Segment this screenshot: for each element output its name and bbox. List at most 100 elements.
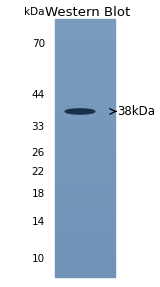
Bar [55,91,115,94]
Bar [55,81,115,83]
Bar [55,65,115,68]
Bar [55,267,115,269]
Bar [55,60,115,63]
Bar [55,150,115,153]
Bar [55,86,115,88]
Text: 22: 22 [32,167,45,177]
Bar [55,218,115,220]
Text: 70: 70 [32,39,45,49]
Bar [55,189,115,192]
Bar [55,259,115,261]
Bar [55,161,115,163]
Bar [55,104,115,106]
Bar [55,272,115,274]
Bar [55,197,115,199]
Bar [55,274,115,277]
Bar [55,246,115,249]
Bar [55,26,115,29]
Bar [55,50,115,52]
Bar [55,269,115,272]
Bar [55,168,115,171]
Bar [55,192,115,194]
Text: 44: 44 [32,90,45,100]
Bar [55,256,115,259]
Bar [55,44,115,47]
Bar [55,137,115,140]
Bar [55,187,115,189]
Bar [55,176,115,179]
Bar [55,112,115,114]
Bar [55,122,115,125]
Bar [55,210,115,212]
Bar [55,119,115,122]
Bar [55,52,115,55]
Bar [55,166,115,168]
Bar [55,83,115,86]
Bar [55,127,115,130]
Bar [55,68,115,70]
Bar [55,99,115,101]
Bar [55,106,115,109]
Text: 18: 18 [32,189,45,199]
Bar [55,19,115,21]
Text: 33: 33 [32,122,45,132]
Bar [55,125,115,127]
Bar [55,117,115,119]
Bar [55,88,115,91]
Bar [55,202,115,205]
Bar [55,171,115,174]
Bar [55,261,115,264]
Bar [55,130,115,132]
Text: 38kDa: 38kDa [118,105,156,118]
Bar [55,140,115,143]
Bar [55,75,115,78]
Bar [55,207,115,210]
Bar [55,55,115,57]
Bar [55,251,115,254]
Bar [55,236,115,238]
Bar [55,42,115,44]
Bar [55,63,115,65]
Bar [55,181,115,184]
Bar [55,184,115,187]
Bar [55,37,115,39]
Bar [55,39,115,42]
Bar [55,109,115,112]
Bar [55,249,115,251]
Bar [55,205,115,207]
Ellipse shape [65,109,95,114]
Bar [55,174,115,176]
Bar [55,223,115,225]
Bar [55,21,115,24]
Bar [55,29,115,32]
Bar [55,220,115,223]
Bar [55,70,115,73]
Bar [55,215,115,218]
Bar [55,24,115,26]
Bar [55,179,115,181]
Bar [55,233,115,236]
Bar [55,101,115,104]
Bar [55,47,115,50]
Bar [55,94,115,96]
Bar [55,254,115,256]
Bar [55,32,115,34]
Bar [55,57,115,60]
Bar [55,153,115,156]
Bar [55,158,115,161]
Bar [55,243,115,246]
Text: 14: 14 [32,217,45,227]
Bar [55,96,115,99]
Bar [55,132,115,135]
Bar [55,78,115,81]
Bar [55,225,115,228]
Bar [55,264,115,267]
Bar [55,194,115,197]
Bar [55,238,115,241]
Bar [55,143,115,145]
Bar [55,163,115,166]
Bar [55,212,115,215]
Bar [55,145,115,148]
Text: kDa: kDa [24,7,45,17]
Bar [55,156,115,158]
